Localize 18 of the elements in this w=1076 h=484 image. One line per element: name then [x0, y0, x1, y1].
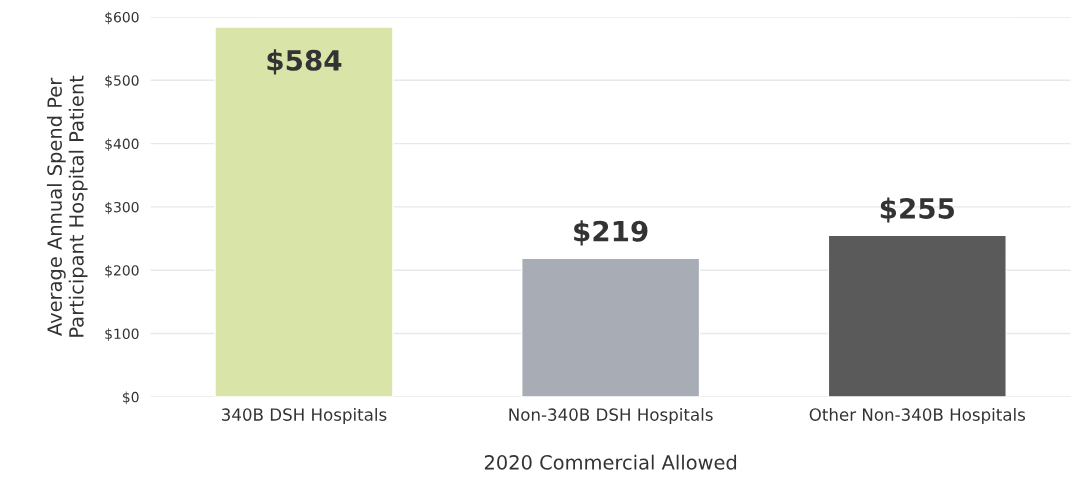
x-tick-label: Non-340B DSH Hospitals — [509, 407, 713, 425]
bar — [214, 26, 394, 397]
y-tick-label: $600 — [105, 11, 139, 25]
x-axis-title: 2020 Commercial Allowed — [484, 454, 737, 470]
bar — [521, 257, 701, 397]
x-tick-label: 340B DSH Hospitals — [222, 407, 387, 425]
y-tick-label: $300 — [105, 201, 139, 215]
y-axis-title: Average Annual Spend Per Participant Hospital Patient — [46, 75, 88, 337]
y-tick-label: $400 — [105, 138, 139, 151]
data-label: $584 — [267, 49, 342, 75]
data-label: $219 — [574, 220, 648, 246]
y-tick-label: $500 — [105, 74, 139, 88]
x-tick-label: Other Non-340B Hospitals — [809, 407, 1026, 425]
data-label: $255 — [880, 197, 955, 223]
y-tick-label: $100 — [105, 328, 139, 341]
y-tick-label: $0 — [123, 391, 139, 405]
bar — [827, 234, 1007, 397]
y-tick-label: $200 — [105, 264, 139, 278]
